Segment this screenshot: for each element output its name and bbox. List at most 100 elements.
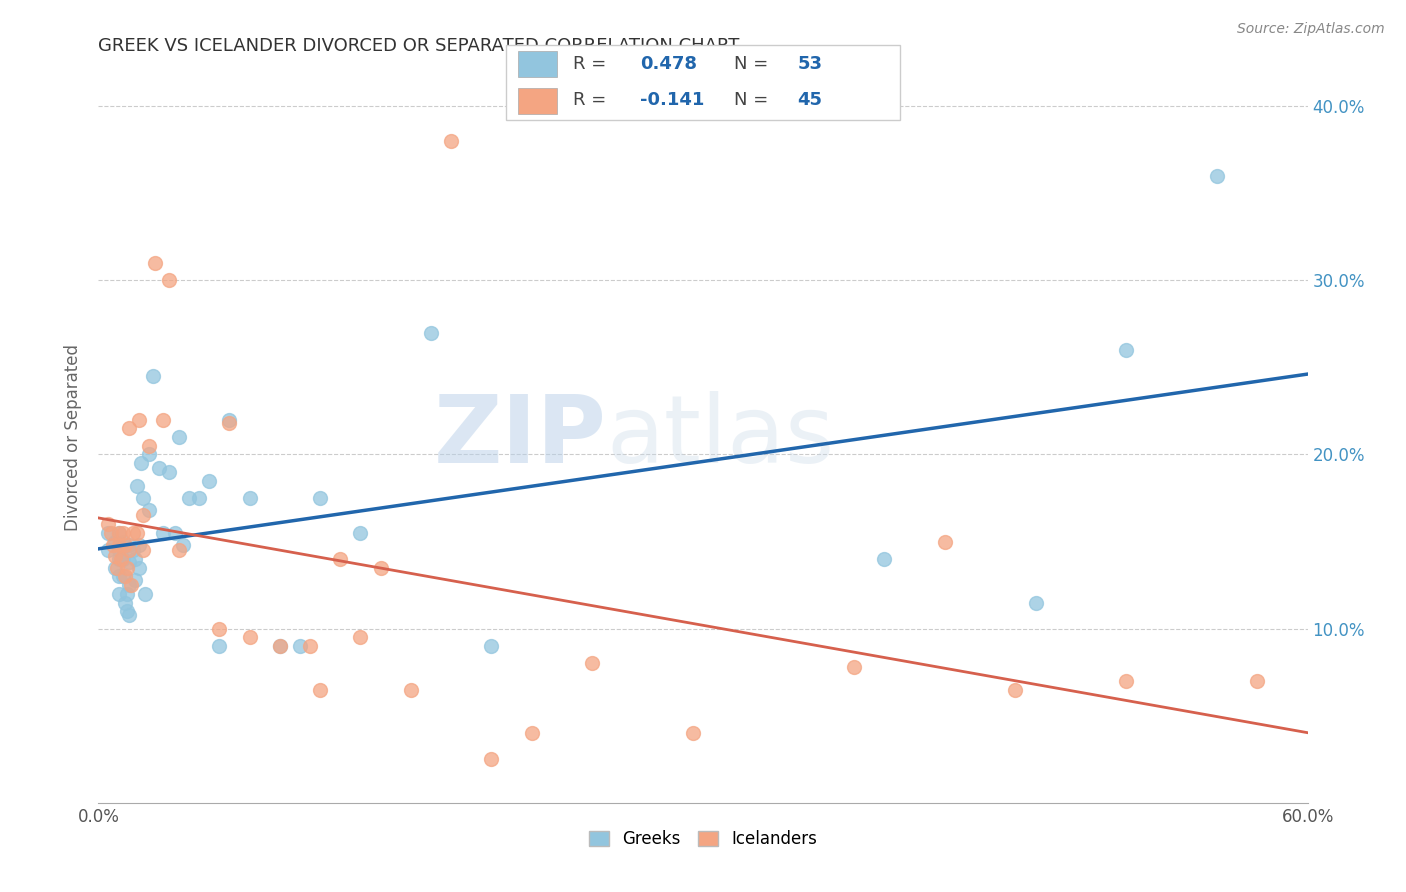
Point [157, 465, 180, 479]
Text: 45: 45 [797, 91, 823, 109]
Point [97, 525, 120, 540]
Point [115, 560, 138, 574]
Point [111, 569, 134, 583]
Point [120, 578, 142, 592]
Point [129, 456, 152, 470]
Point [103, 560, 125, 574]
Point [288, 639, 311, 653]
Point [1246, 673, 1268, 688]
Point [188, 491, 211, 505]
Text: atlas: atlas [606, 391, 835, 483]
Point [124, 573, 146, 587]
Point [349, 631, 371, 645]
Point [118, 607, 141, 622]
Point [269, 639, 291, 653]
Point [1115, 343, 1137, 357]
Point [208, 639, 231, 653]
Point [118, 421, 141, 435]
Point [481, 639, 503, 653]
Point [101, 538, 124, 552]
Point [132, 491, 155, 505]
Point [138, 439, 160, 453]
Point [105, 560, 128, 574]
FancyBboxPatch shape [506, 45, 900, 120]
Point [107, 552, 129, 566]
Point [103, 534, 125, 549]
Point [179, 491, 201, 505]
Point [132, 508, 155, 523]
Point [420, 326, 443, 340]
Point [299, 639, 322, 653]
Point [118, 578, 141, 592]
Point [152, 525, 174, 540]
Point [134, 587, 156, 601]
Point [239, 631, 262, 645]
Text: 0.478: 0.478 [640, 55, 697, 73]
Text: ZIP: ZIP [433, 391, 606, 483]
Point [107, 538, 129, 552]
Point [481, 752, 503, 766]
Text: N =: N = [734, 91, 769, 109]
Point [115, 604, 138, 618]
Point [440, 134, 463, 148]
Point [309, 682, 332, 697]
Point [198, 474, 221, 488]
Y-axis label: Divorced or Separated: Divorced or Separated [65, 343, 83, 531]
Point [269, 639, 291, 653]
Point [110, 552, 132, 566]
Point [309, 491, 332, 505]
Point [125, 479, 148, 493]
Point [107, 525, 129, 540]
Point [115, 587, 138, 601]
Point [118, 543, 141, 558]
Point [934, 534, 956, 549]
Point [132, 543, 155, 558]
Point [873, 552, 896, 566]
Point [111, 552, 134, 566]
Text: R =: R = [574, 91, 606, 109]
Point [682, 726, 704, 740]
Point [399, 682, 422, 697]
Point [143, 256, 166, 270]
Point [581, 657, 603, 671]
Point [370, 560, 392, 574]
Point [218, 416, 240, 430]
Point [107, 525, 129, 540]
Point [97, 543, 120, 558]
Point [349, 525, 371, 540]
Point [152, 412, 174, 426]
Point [121, 543, 143, 558]
Point [114, 569, 136, 583]
Point [100, 525, 122, 540]
Point [128, 560, 150, 574]
Point [107, 569, 129, 583]
Point [107, 543, 129, 558]
Text: GREEK VS ICELANDER DIVORCED OR SEPARATED CORRELATION CHART: GREEK VS ICELANDER DIVORCED OR SEPARATED… [98, 37, 740, 54]
FancyBboxPatch shape [517, 51, 557, 78]
Point [163, 525, 186, 540]
Point [111, 525, 134, 540]
Point [97, 517, 120, 532]
Point [114, 595, 136, 609]
FancyBboxPatch shape [517, 87, 557, 114]
Point [1004, 682, 1026, 697]
Point [329, 552, 352, 566]
Point [208, 622, 231, 636]
Point [1115, 673, 1137, 688]
Point [172, 538, 194, 552]
Point [218, 412, 240, 426]
Text: R =: R = [574, 55, 606, 73]
Point [118, 556, 141, 570]
Text: -0.141: -0.141 [640, 91, 704, 109]
Text: N =: N = [734, 55, 769, 73]
Point [167, 543, 190, 558]
Point [1025, 595, 1047, 609]
Text: Source: ZipAtlas.com: Source: ZipAtlas.com [1237, 22, 1385, 37]
Point [125, 525, 148, 540]
Point [138, 448, 160, 462]
Point [520, 726, 543, 740]
Point [128, 412, 150, 426]
Point [239, 491, 262, 505]
Point [124, 552, 146, 566]
Point [111, 534, 134, 549]
